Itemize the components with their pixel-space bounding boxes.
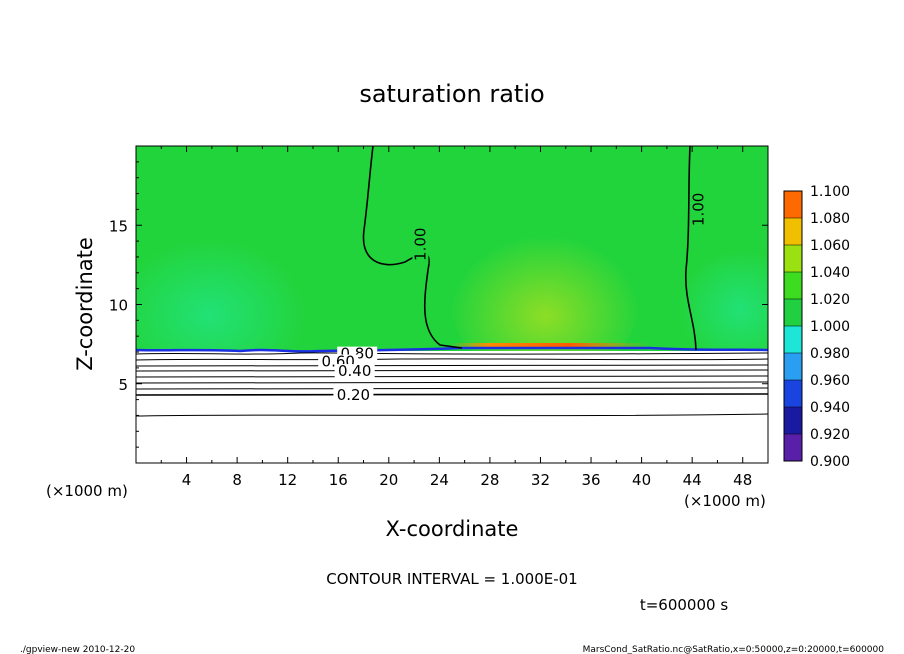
contour-line-090 [136, 352, 768, 355]
x-axis-label: X-coordinate [386, 517, 519, 541]
y-axis-label: Z-coordinate [73, 237, 97, 371]
contour-line-050 [136, 375, 768, 378]
plot-area: 1.001.000.800.600.400.20 [136, 146, 768, 463]
footer-right: MarsCond_SatRatio.nc@SatRatio,x=0:50000,… [583, 645, 885, 654]
chart-title: saturation ratio [359, 80, 544, 108]
y-tick-label: 15 [109, 217, 128, 235]
x-tick-label: 20 [379, 471, 398, 489]
x-unit-right: (×1000 m) [684, 492, 766, 510]
contour-label-bg [690, 189, 707, 230]
colorbar-segment [784, 326, 802, 353]
contour-line-100-left [362, 146, 463, 349]
x-tick-label: 44 [683, 471, 702, 489]
x-tick-label: 4 [182, 471, 192, 489]
contour-lines [136, 146, 768, 417]
colorbar-segment [784, 407, 802, 434]
colorbar-label: 1.040 [810, 265, 850, 281]
contour-line-030 [136, 387, 768, 390]
contour-labels: 1.001.000.800.600.400.20 [318, 189, 707, 404]
boundary-line [136, 346, 768, 353]
colorbar-segment [784, 353, 802, 380]
colorbar-label: 1.080 [810, 211, 850, 227]
supersaturation-band [450, 343, 650, 349]
x-tick-label: 28 [480, 471, 499, 489]
x-axis: 4 8 12 16 20 24 28 32 36 40 44 48 [160, 146, 752, 489]
x-unit-left: (×1000 m) [46, 482, 128, 500]
contour-line-080 [136, 358, 768, 361]
contour-label: 0.20 [337, 386, 370, 404]
lower-white-region [136, 351, 768, 463]
colorbar-label: 0.980 [810, 346, 850, 362]
colorbar-label: 1.060 [810, 238, 850, 254]
colorbar-segment [784, 272, 802, 299]
colorbar-label: 0.960 [810, 373, 850, 389]
colorbar-segment [784, 191, 802, 218]
contour-interval-note: CONTOUR INTERVAL = 1.000E-01 [326, 570, 577, 588]
contour-label: 1.00 [411, 228, 429, 261]
colorbar-segment [784, 299, 802, 326]
colorbar-segment [784, 434, 802, 461]
colorbar-segment [784, 218, 802, 245]
x-tick-label: 24 [430, 471, 449, 489]
x-tick-label: 12 [278, 471, 297, 489]
x-tick-label: 8 [232, 471, 242, 489]
y-axis: 5 10 15 [109, 161, 768, 448]
colorbar-label: 0.920 [810, 427, 850, 443]
x-tick-label: 36 [581, 471, 600, 489]
field-low-region-right [680, 250, 768, 370]
contour-label-bg [333, 387, 374, 402]
colorbar-label: 1.000 [810, 319, 850, 335]
colorbar-label: 0.900 [810, 454, 850, 470]
contour-line-010 [136, 413, 768, 417]
colorbar-label: 1.100 [810, 184, 850, 200]
footer-left: ./gpview-new 2010-12-20 [20, 645, 135, 654]
colorbar-segment [784, 245, 802, 272]
colorbar-label: 0.940 [810, 400, 850, 416]
contour-line-060 [136, 369, 768, 372]
colorbar-segment [784, 380, 802, 407]
contour-label-bg [334, 364, 375, 379]
x-tick-label: 32 [531, 471, 550, 489]
colorbar-label: 1.020 [810, 292, 850, 308]
contour-label: 0.40 [338, 362, 371, 380]
x-tick-label: 16 [329, 471, 348, 489]
y-tick-label: 5 [118, 376, 128, 394]
x-tick-label: 48 [733, 471, 752, 489]
field-high-region [450, 220, 640, 380]
time-label: t=600000 s [640, 596, 728, 614]
contour-label-bg [412, 224, 429, 265]
contour-label: 1.00 [689, 193, 707, 226]
contour-line-020 [136, 393, 768, 396]
x-tick-label: 40 [632, 471, 651, 489]
colorbar: 0.900 0.920 0.940 0.960 0.980 1.000 1.020 1.040… [783, 184, 850, 470]
contour-line-100-right [684, 146, 697, 351]
contour-line-070 [136, 364, 768, 367]
y-tick-label: 10 [109, 297, 128, 315]
contour-line-040 [136, 381, 768, 384]
